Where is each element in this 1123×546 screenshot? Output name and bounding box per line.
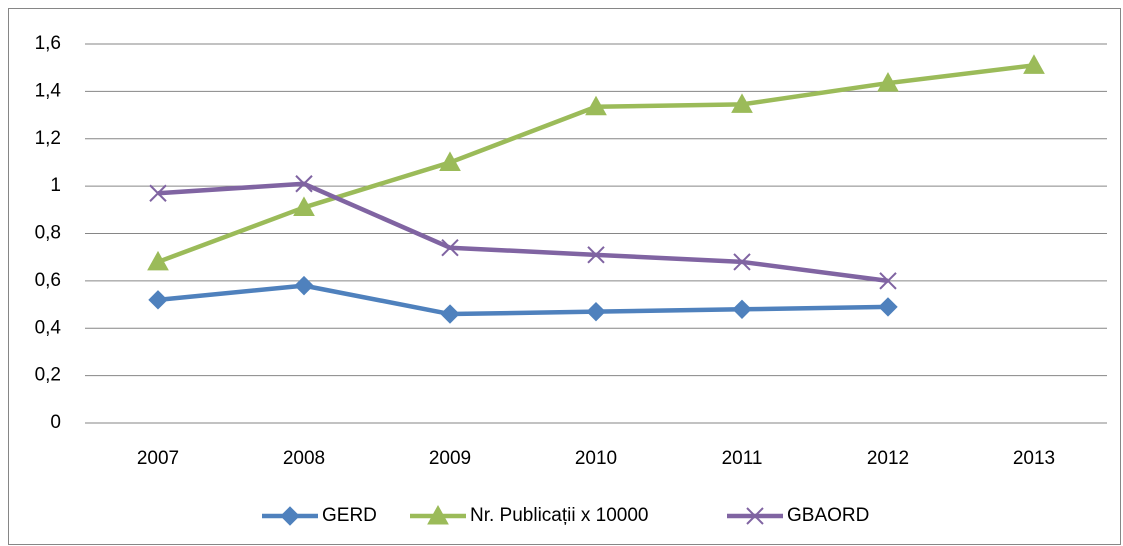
series-line xyxy=(157,181,889,284)
y-tick-label: 0 xyxy=(50,412,61,433)
y-tick-label: 0,6 xyxy=(35,270,61,291)
data-point xyxy=(149,184,167,202)
y-tick-label: 0,4 xyxy=(35,317,62,338)
data-point xyxy=(879,272,897,290)
x-tick-label: 2013 xyxy=(1013,448,1055,469)
data-point xyxy=(440,304,460,324)
data-point xyxy=(441,239,459,257)
x-tick-label: 2009 xyxy=(429,448,471,469)
y-tick-label: 1 xyxy=(50,175,61,196)
data-point xyxy=(587,246,605,264)
data-point xyxy=(147,250,169,271)
x-tick-label: 2007 xyxy=(137,448,179,469)
legend-marker xyxy=(280,506,300,526)
y-tick-label: 1,2 xyxy=(35,128,61,149)
data-point xyxy=(293,196,315,216)
x-tick-label: 2008 xyxy=(283,448,325,469)
data-point xyxy=(148,290,168,310)
chart-border xyxy=(8,8,1121,545)
legend-marker xyxy=(746,507,764,525)
x-tick-label: 2010 xyxy=(575,448,617,469)
data-point xyxy=(295,175,313,193)
data-point xyxy=(878,297,898,317)
series-line xyxy=(157,283,889,317)
y-tick-label: 0,2 xyxy=(35,365,61,386)
data-point xyxy=(731,93,753,113)
legend-label: GERD xyxy=(322,505,377,526)
x-tick-label: 2012 xyxy=(867,448,909,469)
data-point xyxy=(294,275,314,296)
data-point xyxy=(732,299,752,320)
data-point xyxy=(586,301,606,322)
data-point xyxy=(877,72,899,92)
data-point xyxy=(585,95,607,116)
legend-label: GBAORD xyxy=(787,505,869,526)
y-tick-label: 1,6 xyxy=(35,33,61,54)
data-point xyxy=(439,151,461,171)
y-tick-label: 0,8 xyxy=(35,223,61,244)
legend-label: Nr. Publicații x 10000 xyxy=(470,505,649,526)
data-point xyxy=(733,253,751,271)
x-tick-label: 2011 xyxy=(722,448,763,469)
y-tick-label: 1,4 xyxy=(35,80,62,101)
data-point xyxy=(1023,54,1045,74)
legend-marker xyxy=(427,504,449,525)
